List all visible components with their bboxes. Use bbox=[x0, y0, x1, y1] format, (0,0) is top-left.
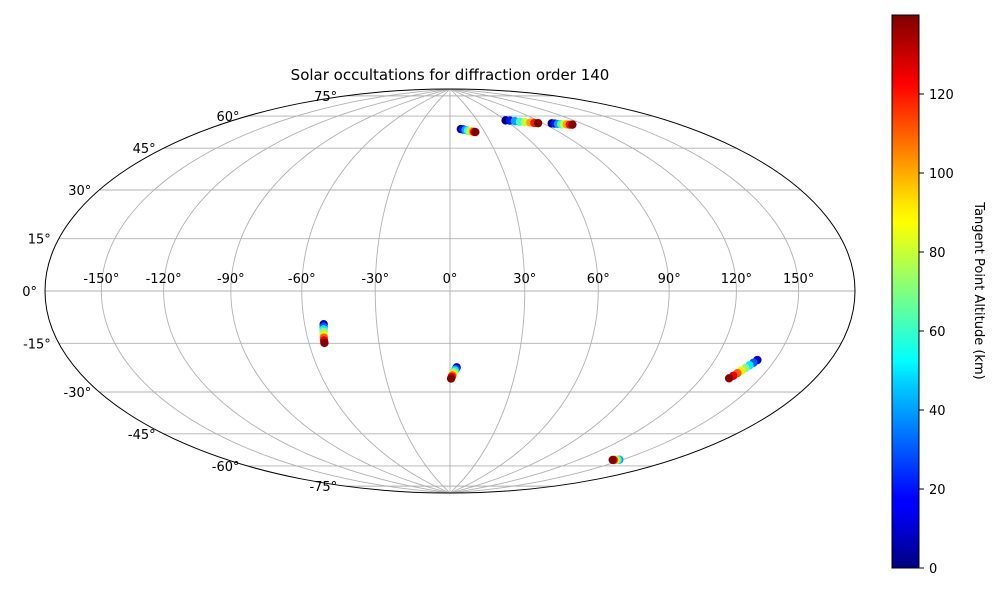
lon-tick-label: 120° bbox=[721, 272, 752, 287]
colorbar-gradient bbox=[891, 14, 920, 569]
colorbar-ticks: 0 20 40 60 80 100 120 bbox=[919, 88, 954, 577]
occultation-point bbox=[320, 338, 329, 348]
lon-tick-label: 30° bbox=[513, 272, 536, 287]
chart-title: Solar occultations for diffraction order… bbox=[291, 66, 610, 84]
lat-tick-label: -45° bbox=[128, 428, 156, 443]
colorbar-tick-label: 20 bbox=[929, 483, 946, 498]
colorbar: 0 20 40 60 80 100 120 Tangent Point Altitude (… bbox=[891, 14, 986, 577]
map-boundary bbox=[44, 88, 856, 494]
lat-tick-label: -15° bbox=[23, 337, 51, 352]
latitude-tick-labels: 75° 60° 45° 30° 15° 0° -15° -30° -45° -60° -75° bbox=[22, 90, 337, 495]
longitude-tick-labels: -150° -120° -90° -60° -30° 0° 30° 60° 90° 120° 150… bbox=[83, 272, 814, 287]
occultation-point bbox=[724, 374, 734, 383]
graticule-grid bbox=[45, 89, 855, 493]
lat-tick-label: -75° bbox=[309, 480, 337, 495]
lon-tick-label: -90° bbox=[217, 272, 245, 287]
occultation-points bbox=[319, 116, 762, 465]
lon-tick-label: -30° bbox=[361, 272, 389, 287]
lat-tick-label: 15° bbox=[28, 233, 51, 248]
lat-tick-label: 45° bbox=[133, 142, 156, 157]
colorbar-tick-label: 60 bbox=[929, 325, 946, 340]
colorbar-tick-label: 100 bbox=[929, 167, 954, 182]
lon-tick-label: 90° bbox=[658, 272, 681, 287]
lon-tick-label: -150° bbox=[83, 272, 119, 287]
lat-tick-label: 75° bbox=[314, 90, 337, 105]
lat-tick-label: 30° bbox=[68, 184, 91, 199]
occultation-point bbox=[446, 374, 456, 383]
occultation-point bbox=[471, 127, 480, 137]
lat-tick-label: -30° bbox=[64, 386, 92, 401]
lon-tick-label: -60° bbox=[288, 272, 316, 287]
colorbar-label: Tangent Point Altitude (km) bbox=[971, 201, 986, 379]
occultation-point bbox=[568, 120, 577, 129]
lon-tick-label: 150° bbox=[783, 272, 814, 287]
colorbar-tick-label: 40 bbox=[929, 404, 946, 419]
colorbar-tick-label: 80 bbox=[929, 246, 946, 261]
lon-tick-label: 0° bbox=[443, 272, 458, 287]
colorbar-tick-label: 120 bbox=[929, 88, 954, 103]
lat-tick-label: -60° bbox=[212, 460, 240, 475]
lon-tick-label: 60° bbox=[587, 272, 610, 287]
lat-tick-label: 0° bbox=[22, 285, 37, 300]
lat-tick-label: 60° bbox=[216, 110, 239, 125]
lon-tick-label: -120° bbox=[146, 272, 182, 287]
occultation-point bbox=[533, 118, 543, 128]
occultation-point bbox=[608, 455, 617, 465]
colorbar-tick-label: 0 bbox=[929, 562, 937, 577]
